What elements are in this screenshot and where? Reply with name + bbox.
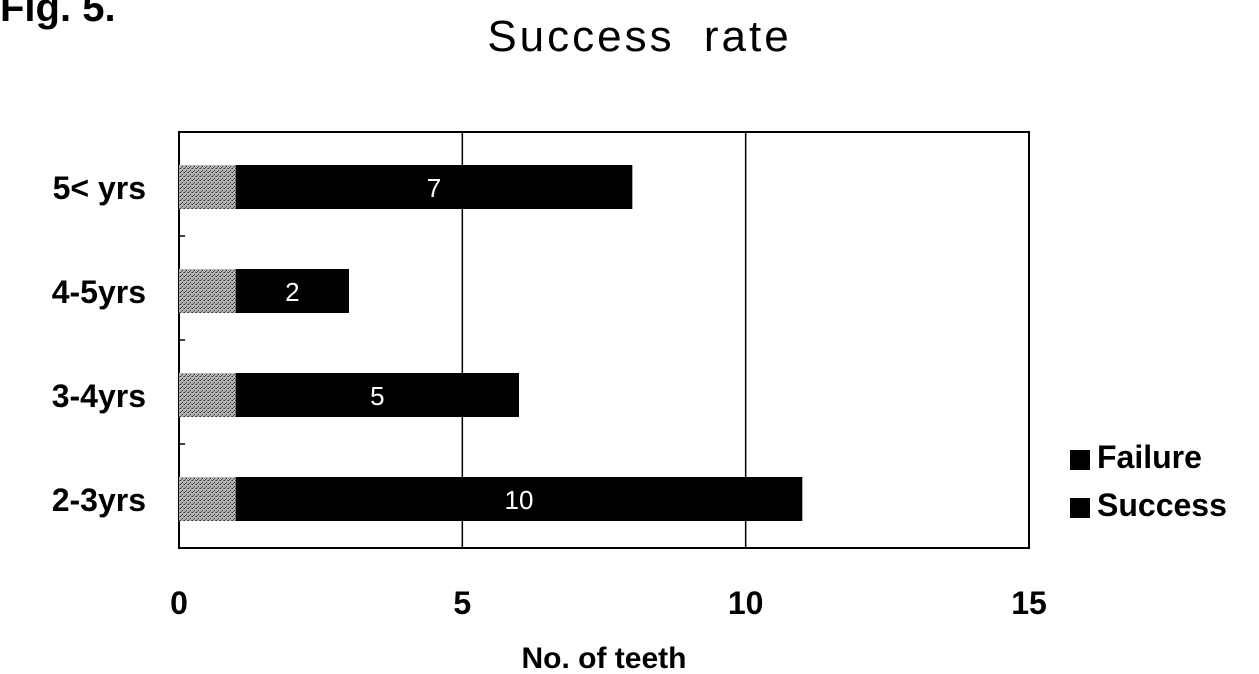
- data-label: 7: [427, 173, 441, 203]
- chart-title: Success rate: [487, 12, 792, 61]
- figure-label: Fig. 5.: [0, 0, 116, 30]
- bar-failure: [179, 373, 236, 417]
- category-label: 2-3yrs: [52, 482, 146, 518]
- bar-failure: [179, 269, 236, 313]
- x-tick-label: 0: [170, 585, 188, 621]
- bar-success: [235, 477, 803, 521]
- bar-success: [235, 269, 349, 313]
- bar-success: [235, 165, 633, 209]
- category-label: 5< yrs: [53, 170, 146, 206]
- legend-swatch-success: [1070, 498, 1090, 518]
- x-axis-title: No. of teeth: [522, 642, 687, 674]
- category-label: 3-4yrs: [52, 378, 146, 414]
- legend-swatch-failure: [1070, 450, 1090, 470]
- bar-failure: [179, 477, 236, 521]
- category-label: 4-5yrs: [52, 274, 146, 310]
- x-tick-label: 5: [453, 585, 471, 621]
- data-label: 2: [285, 277, 299, 307]
- bar-success: [235, 373, 519, 417]
- data-label: 5: [370, 381, 384, 411]
- data-label: 10: [505, 485, 534, 515]
- legend-label-failure: Failure: [1097, 439, 1202, 475]
- x-tick-label: 10: [728, 585, 764, 621]
- bar-failure: [179, 165, 236, 209]
- x-tick-label: 15: [1011, 585, 1047, 621]
- legend-label-success: Success: [1097, 487, 1227, 523]
